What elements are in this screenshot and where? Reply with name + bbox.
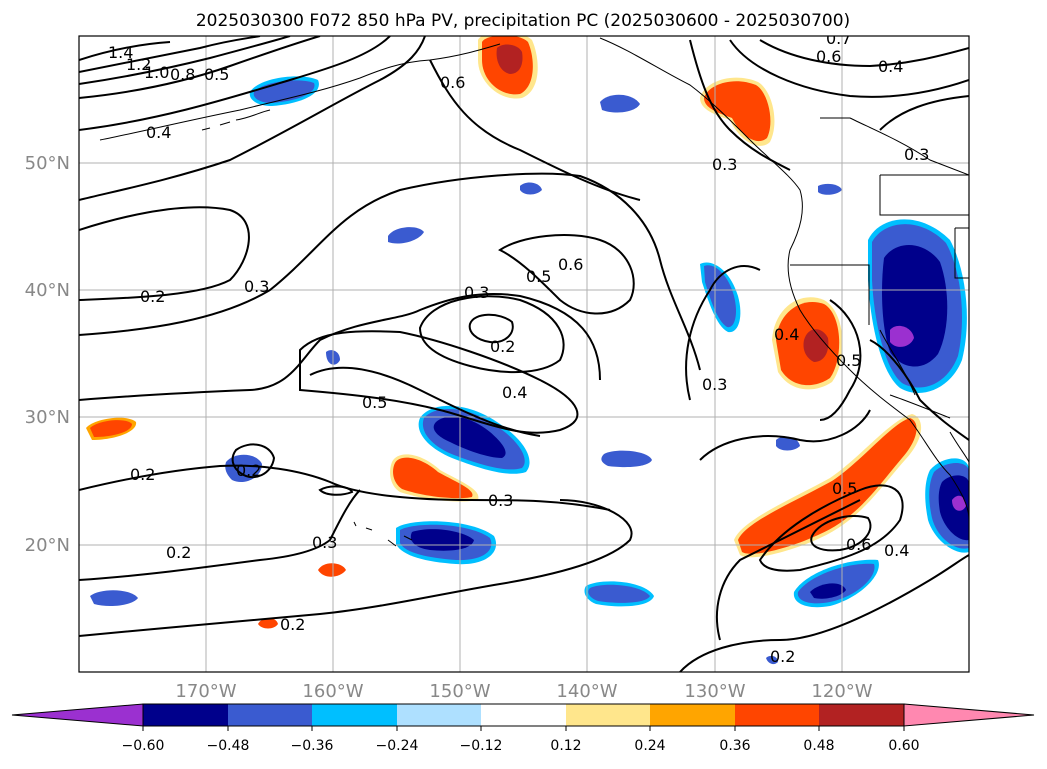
lon-label-140w: 140°W	[556, 681, 617, 702]
colorbar-ticks	[142, 726, 905, 731]
precip-shading	[86, 36, 969, 665]
colorbar-segment	[650, 704, 735, 726]
contour-label: 0.4	[146, 123, 171, 142]
colorbar-segment	[397, 704, 481, 726]
colorbar-tick-label: −0.60	[122, 738, 165, 754]
contour-label: 0.3	[244, 277, 269, 296]
colorbar-tick-label: 0.36	[719, 738, 750, 754]
precip-positive-small-cells	[86, 417, 479, 629]
contour-label: 0.3	[464, 283, 489, 302]
colorbar-tick-label: −0.36	[291, 738, 334, 754]
precip-negative-great-basin	[868, 219, 967, 393]
precip-positive-subtropical-band	[734, 414, 922, 558]
contour-label: 0.2	[490, 337, 515, 356]
contour-label: 0.6	[558, 255, 583, 274]
contour-label: 0.5	[832, 479, 857, 498]
contour-labels: 1.4 1.2 1.0 0.8 0.5 0.4 0.6 0.7 0.6 0.4 …	[108, 29, 929, 666]
contour-label: 0.6	[846, 535, 871, 554]
lon-label-160w: 160°W	[302, 681, 363, 702]
lat-label-20n: 20°N	[25, 535, 70, 556]
colorbar-outline	[142, 703, 905, 727]
lat-lon-grid	[79, 36, 969, 672]
lon-label-170w: 170°W	[175, 681, 236, 702]
precip-negative-central-pacific	[90, 94, 879, 665]
contour-label: 0.7	[826, 29, 851, 48]
colorbar-tick-label: −0.48	[207, 738, 250, 754]
contour-label: 0.5	[526, 267, 551, 286]
lat-label-30n: 30°N	[25, 407, 70, 428]
colorbar-segment	[312, 704, 397, 726]
precip-positive-california	[772, 297, 843, 390]
figure-title: 2025030300 F072 850 hPa PV, precipitatio…	[196, 11, 850, 31]
colorbar-tick-label: 0.12	[550, 738, 581, 754]
colorbar-segment	[819, 704, 904, 726]
colorbar-extend-low	[11, 703, 144, 727]
contour-label: 0.2	[140, 287, 165, 306]
colorbar: −0.60 −0.48 −0.36 −0.24 −0.12 0.12 0.24 …	[11, 703, 1035, 754]
contour-label: 1.2	[126, 55, 151, 74]
contour-label: 0.2	[130, 465, 155, 484]
lat-label-50n: 50°N	[25, 153, 70, 174]
precip-negative-mexico	[925, 458, 969, 553]
colorbar-tick-label: 0.48	[803, 738, 834, 754]
lon-label-150w: 150°W	[429, 681, 490, 702]
latitude-labels: 50°N 40°N 30°N 20°N	[25, 153, 70, 556]
colorbar-tick-label: −0.12	[460, 738, 503, 754]
precip-positive-gulf-alaska	[478, 36, 538, 99]
contour-label: 0.2	[770, 647, 795, 666]
colorbar-tick-labels: −0.60 −0.48 −0.36 −0.24 −0.12 0.12 0.24 …	[122, 738, 920, 754]
colorbar-tick-label: 0.60	[888, 738, 919, 754]
lon-label-130w: 130°W	[684, 681, 745, 702]
contour-label: 0.2	[166, 543, 191, 562]
colorbar-extend-high	[903, 703, 1035, 727]
coastlines	[99, 37, 969, 547]
contour-label: 0.3	[712, 155, 737, 174]
map-border	[78, 35, 970, 673]
lat-label-40n: 40°N	[25, 280, 70, 301]
contour-label: 0.4	[878, 57, 903, 76]
contour-label: 0.6	[440, 73, 465, 92]
contour-label: 0.2	[280, 615, 305, 634]
pv-contours	[79, 36, 969, 672]
contour-label: 1.4	[108, 43, 133, 62]
colorbar-segment	[481, 704, 566, 726]
contour-label: 0.3	[702, 375, 727, 394]
colorbar-tick-label: 0.24	[634, 738, 665, 754]
contour-label: 0.6	[816, 47, 841, 66]
contour-label: 0.3	[904, 145, 929, 164]
contour-label: 0.8	[170, 65, 195, 84]
colorbar-segment	[143, 704, 228, 726]
contour-label: 0.2	[236, 461, 261, 480]
colorbar-segment	[566, 704, 650, 726]
colorbar-segment	[735, 704, 819, 726]
colorbar-segment	[228, 704, 312, 726]
longitude-labels: 170°W 160°W 150°W 140°W 130°W 120°W	[175, 681, 872, 702]
contour-label: 0.5	[836, 351, 861, 370]
lon-label-120w: 120°W	[811, 681, 872, 702]
precip-positive-bc	[700, 77, 775, 146]
contour-label: 0.3	[312, 533, 337, 552]
contour-label: 0.4	[774, 325, 799, 344]
map-panel: 1.4 1.2 1.0 0.8 0.5 0.4 0.6 0.7 0.6 0.4 …	[79, 29, 969, 672]
contour-label: 0.5	[362, 393, 387, 412]
colorbar-tick-label: −0.24	[376, 738, 419, 754]
contour-label: 0.4	[502, 383, 527, 402]
contour-label: 0.4	[884, 541, 909, 560]
contour-label: 0.5	[204, 65, 229, 84]
contour-label: 0.3	[488, 491, 513, 510]
contour-label: 1.0	[144, 63, 169, 82]
